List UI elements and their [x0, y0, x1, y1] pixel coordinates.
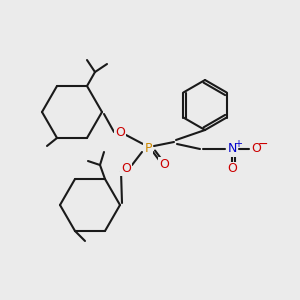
Text: +: + — [234, 139, 242, 149]
Text: O: O — [251, 142, 261, 155]
Text: P: P — [144, 142, 152, 154]
Text: O: O — [227, 163, 237, 176]
Text: N: N — [227, 142, 237, 155]
Text: O: O — [121, 161, 131, 175]
Text: O: O — [159, 158, 169, 170]
Text: O: O — [115, 125, 125, 139]
Text: −: − — [258, 137, 268, 151]
